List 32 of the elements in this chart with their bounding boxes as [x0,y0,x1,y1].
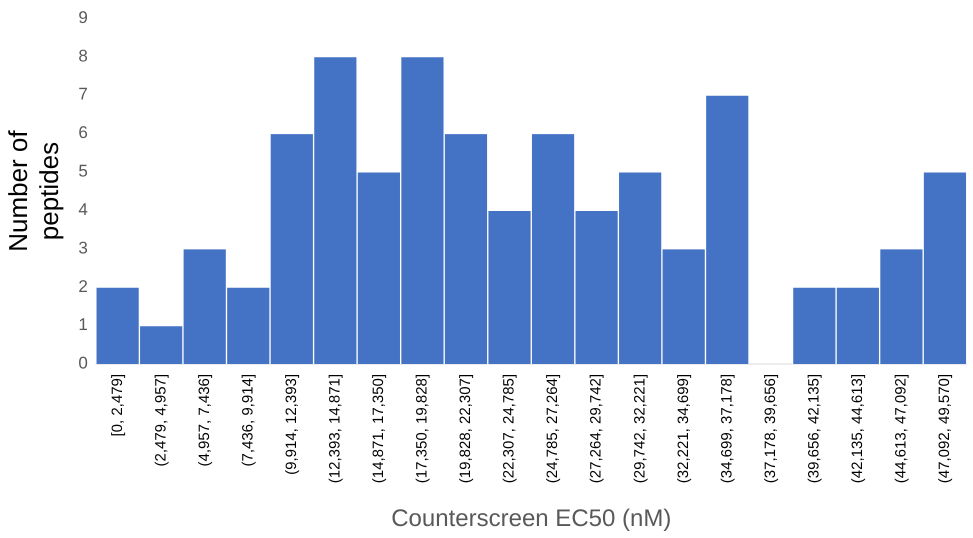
y-tick-label: 6 [78,123,88,142]
x-tick-label: (34,699, 37,178] [718,374,736,484]
x-tick-label: (9,914, 12,393] [282,374,300,475]
x-tick-label: [0, 2,479] [108,374,126,437]
y-tick-label: 4 [78,200,88,219]
y-tick-label: 0 [78,354,88,373]
x-tick-label: (22,307, 24,785] [500,374,518,484]
y-tick-label: 8 [78,46,88,66]
y-tick-label: 3 [78,238,88,258]
x-tick-label: (32,221, 34,699] [674,374,692,484]
x-tick-label: (37,178, 39,656] [762,374,779,484]
y-tick-label: 2 [78,276,88,296]
x-tick-label: (39,656, 42,135] [805,374,822,484]
x-tick-label: (42,135, 44,613] [849,374,866,484]
y-tick-label: 1 [78,315,88,334]
x-tick-label: (24,785, 27,264] [544,374,562,484]
x-tick-label: (17,350, 19,828] [414,374,431,484]
x-tick-label: (12,393, 14,871] [326,374,344,484]
y-axis-title: Number of peptides [2,130,64,252]
x-tick-label: (19,828, 22,307] [457,374,474,484]
x-tick-label: (2,479, 4,957] [152,374,170,467]
x-tick-label: (14,871, 17,350] [370,374,388,484]
x-tick-label: (7,436, 9,914] [239,374,256,467]
x-tick-label: (29,742, 32,221] [631,374,648,484]
x-tick-label: (47,092, 49,570] [936,374,954,484]
x-tick-label: (27,264, 29,742] [588,374,605,484]
x-tick-label: (4,957, 7,436] [196,374,213,467]
y-tick-label: 7 [78,84,88,104]
x-axis-title: Counterscreen EC50 (nM) [391,505,672,532]
y-tick-label: 5 [78,162,88,181]
y-tick-label: 9 [78,8,88,27]
x-tick-label: (44,613, 47,092] [892,374,910,484]
